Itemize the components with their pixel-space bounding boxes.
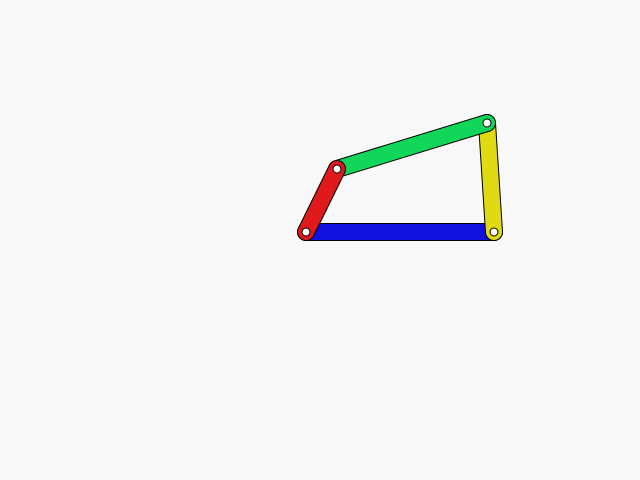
links-layer [297,114,503,241]
rocker-link [478,114,503,241]
ground-pivot-left [301,227,311,237]
crank-link [297,160,346,241]
ground-pivot-right [489,227,499,237]
joints-layer [301,118,499,237]
coupler-link [328,114,496,178]
crank-coupler-joint [332,164,342,174]
coupler-rocker-joint [482,118,492,128]
